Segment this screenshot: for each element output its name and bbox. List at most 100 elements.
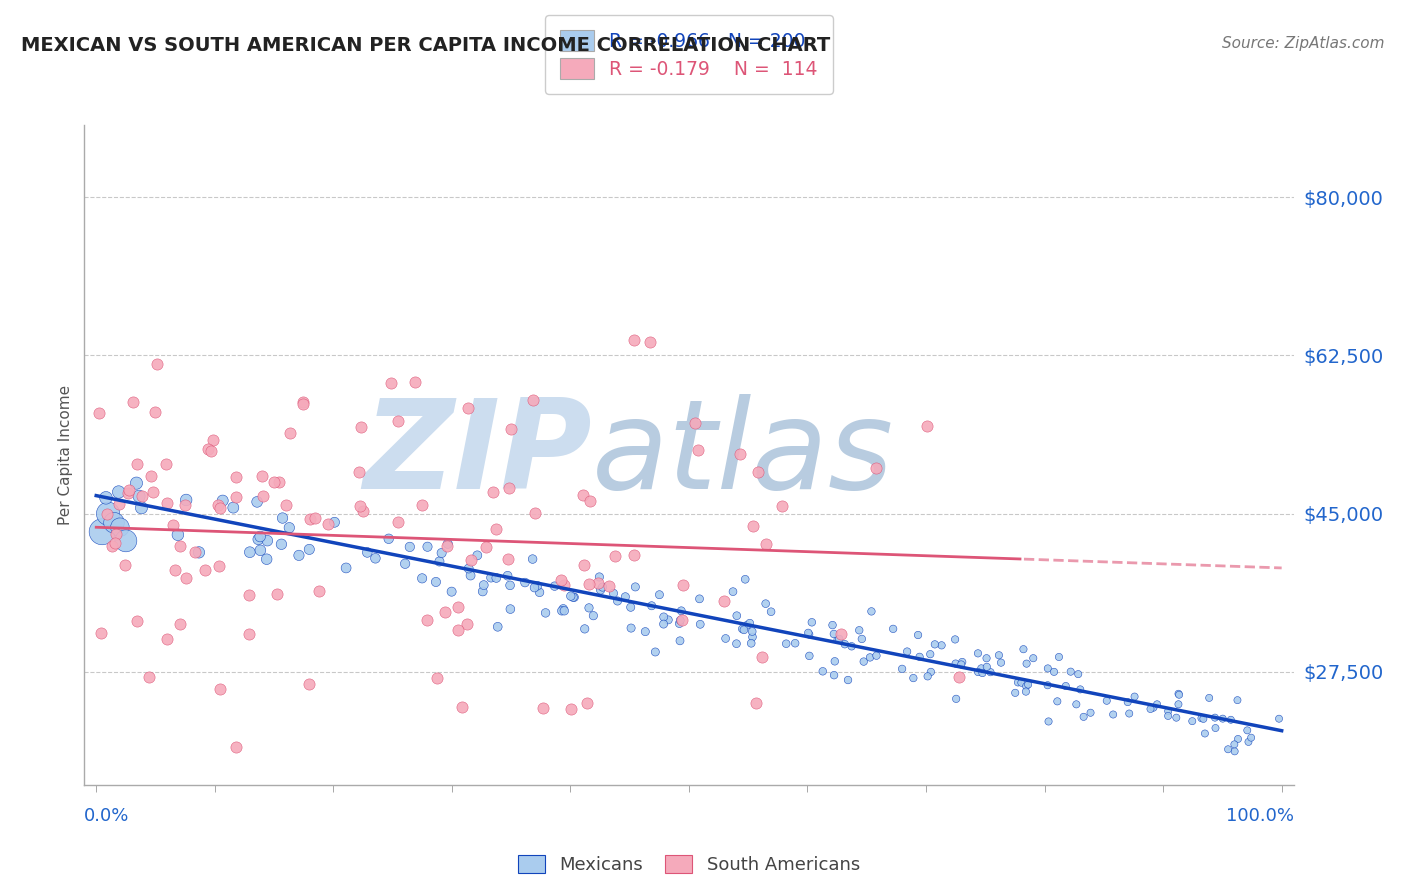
Point — [225, 739, 247, 754]
Point — [948, 670, 970, 684]
Point — [117, 486, 139, 500]
Point — [522, 552, 544, 566]
Point — [411, 498, 433, 512]
Point — [207, 558, 229, 573]
Point — [529, 585, 551, 599]
Text: 100.0%: 100.0% — [1226, 807, 1294, 825]
Point — [104, 527, 127, 541]
Point — [800, 615, 823, 630]
Point — [108, 520, 131, 534]
Point — [288, 549, 311, 563]
Point — [1116, 695, 1139, 709]
Point — [620, 621, 643, 635]
Point — [823, 668, 845, 682]
Point — [1036, 661, 1059, 675]
Point — [1004, 686, 1026, 700]
Point — [440, 584, 463, 599]
Point — [990, 656, 1012, 670]
Point — [1166, 711, 1188, 725]
Point — [131, 500, 153, 515]
Point — [1047, 650, 1070, 665]
Point — [387, 414, 409, 428]
Point — [623, 549, 645, 563]
Text: 0.0%: 0.0% — [84, 807, 129, 825]
Point — [811, 665, 834, 679]
Point — [624, 580, 647, 594]
Point — [735, 618, 758, 632]
Point — [250, 468, 273, 483]
Point — [1204, 711, 1226, 725]
Point — [526, 579, 548, 593]
Point — [523, 581, 546, 595]
Point — [104, 535, 127, 549]
Point — [657, 613, 679, 627]
Point — [270, 537, 292, 551]
Point — [689, 617, 711, 632]
Point — [246, 495, 269, 509]
Point — [950, 655, 973, 669]
Point — [785, 636, 807, 650]
Point — [1073, 710, 1095, 724]
Point — [263, 475, 285, 489]
Point — [200, 444, 222, 458]
Point — [1168, 688, 1191, 702]
Point — [714, 632, 737, 646]
Point — [87, 406, 110, 420]
Point — [1067, 667, 1090, 681]
Point — [799, 648, 821, 663]
Point — [837, 673, 859, 687]
Point — [1216, 742, 1239, 756]
Point — [689, 591, 711, 606]
Point — [598, 579, 620, 593]
Point — [589, 582, 612, 597]
Point — [225, 470, 247, 484]
Point — [1069, 682, 1091, 697]
Point — [671, 604, 693, 618]
Point — [672, 578, 695, 592]
Point — [713, 593, 735, 607]
Point — [197, 442, 219, 457]
Point — [553, 578, 575, 592]
Point — [128, 489, 150, 503]
Point — [828, 632, 851, 646]
Point — [434, 605, 457, 619]
Point — [1194, 726, 1216, 740]
Point — [249, 529, 271, 543]
Point — [859, 650, 882, 665]
Point — [738, 616, 761, 631]
Point — [1010, 675, 1032, 690]
Point — [1227, 731, 1250, 746]
Point — [380, 376, 402, 391]
Point — [145, 358, 167, 372]
Point — [430, 546, 453, 560]
Point — [167, 528, 190, 542]
Point — [211, 493, 233, 508]
Point — [115, 533, 138, 548]
Point — [460, 568, 482, 582]
Point — [924, 637, 946, 651]
Point — [298, 677, 321, 691]
Point — [683, 416, 706, 430]
Point — [1015, 657, 1038, 671]
Point — [143, 405, 166, 419]
Point — [280, 426, 302, 441]
Point — [551, 604, 574, 618]
Point — [460, 553, 482, 567]
Point — [1223, 737, 1246, 751]
Point — [751, 650, 773, 665]
Point — [725, 637, 748, 651]
Point — [987, 648, 1010, 663]
Point — [207, 498, 229, 512]
Point — [194, 563, 217, 577]
Point — [1236, 723, 1258, 738]
Point — [308, 584, 330, 599]
Point — [614, 590, 637, 604]
Point — [638, 334, 661, 349]
Point — [457, 401, 479, 416]
Point — [335, 561, 357, 575]
Point — [620, 600, 643, 615]
Point — [474, 541, 496, 555]
Point — [486, 620, 509, 634]
Point — [851, 632, 873, 646]
Point — [1219, 713, 1241, 727]
